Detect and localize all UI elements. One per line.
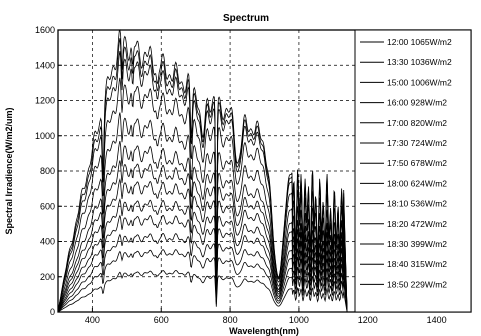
x-tick-label: 1400 xyxy=(427,315,447,325)
y-tick-label: 0 xyxy=(50,307,55,317)
x-tick-label: 600 xyxy=(154,315,169,325)
series-line xyxy=(57,270,348,313)
y-tick-label: 400 xyxy=(40,237,55,247)
legend: 12:00 1065W/m2 13:30 1036W/m2 15:00 1006W/… xyxy=(354,29,472,313)
y-axis-label: Spectral Irradience(W/m2/um) xyxy=(4,107,14,234)
chart-title: Spectrum xyxy=(223,13,269,24)
x-tick-label: 800 xyxy=(223,315,238,325)
y-tick-label: 1400 xyxy=(35,60,55,70)
axis-ticks: 400 600 800 1000 1200 1400 0 200 400 600 800 1000 12… xyxy=(35,25,447,325)
legend-entry: 12:00 1065W/m2 xyxy=(387,37,452,47)
series-line xyxy=(57,249,348,313)
y-tick-label: 1600 xyxy=(35,25,55,35)
series-line xyxy=(57,232,348,313)
x-tick-label: 1000 xyxy=(289,315,309,325)
legend-entry: 18:00 624W/m2 xyxy=(387,178,447,188)
series-line xyxy=(57,77,348,313)
y-tick-label: 200 xyxy=(40,272,55,282)
series-line xyxy=(57,214,348,313)
legend-entry: 18:30 399W/m2 xyxy=(387,239,447,249)
y-tick-label: 800 xyxy=(40,166,55,176)
y-tick-label: 600 xyxy=(40,201,55,211)
legend-entry: 15:00 1006W/m2 xyxy=(387,77,452,87)
x-tick-label: 400 xyxy=(85,315,100,325)
legend-box xyxy=(354,29,472,313)
legend-entry: 17:50 678W/m2 xyxy=(387,158,447,168)
legend-entry: 18:40 315W/m2 xyxy=(387,259,447,269)
series-line xyxy=(57,198,348,313)
legend-entry: 17:00 820W/m2 xyxy=(387,118,447,128)
y-tick-label: 1200 xyxy=(35,96,55,106)
x-axis-label: Wavelength(nm) xyxy=(229,326,299,336)
series-lines xyxy=(57,29,348,313)
legend-entry: 18:10 536W/m2 xyxy=(387,199,447,209)
y-tick-label: 1000 xyxy=(35,131,55,141)
legend-entry: 13:30 1036W/m2 xyxy=(387,57,452,67)
series-line xyxy=(57,177,348,313)
legend-entry: 16:00 928W/m2 xyxy=(387,98,447,108)
series-line xyxy=(57,112,348,313)
legend-entry: 18:50 229W/m2 xyxy=(387,279,447,289)
legend-entry: 17:30 724W/m2 xyxy=(387,138,447,148)
legend-entry: 18:20 472W/m2 xyxy=(387,219,447,229)
x-tick-label: 1200 xyxy=(358,315,378,325)
